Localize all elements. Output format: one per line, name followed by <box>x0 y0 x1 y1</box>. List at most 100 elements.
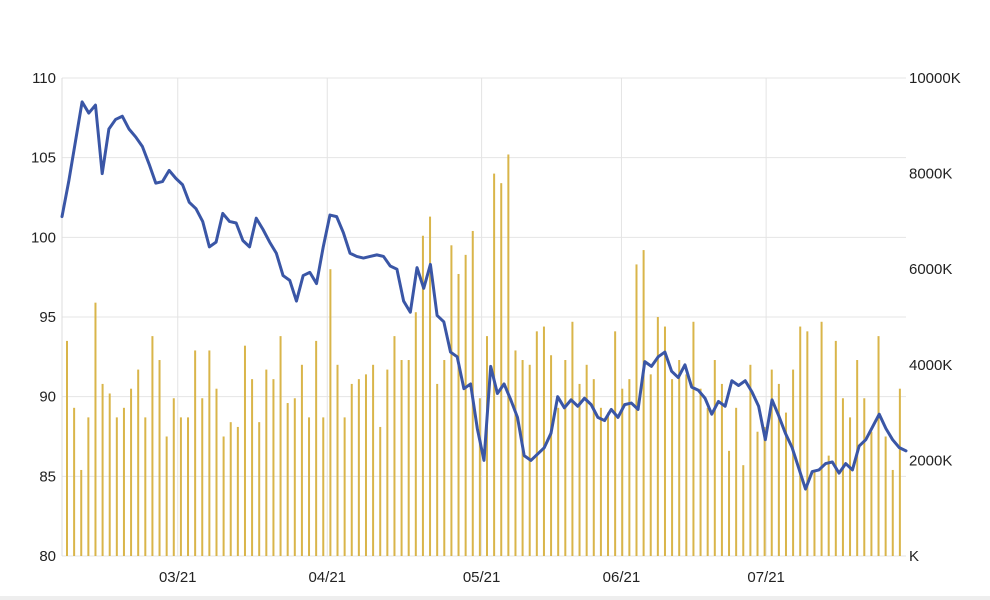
volume-bar <box>229 422 232 556</box>
volume-bar <box>735 407 738 556</box>
volume-bar <box>535 331 538 556</box>
volume-bar <box>101 383 104 556</box>
volume-bar <box>293 398 296 556</box>
right-tick-label: 2000K <box>909 452 952 469</box>
volume-bar <box>799 326 802 556</box>
volume-bar <box>898 388 901 556</box>
volume-bar <box>450 245 453 557</box>
volume-bar <box>806 331 809 556</box>
left-tick-label: 90 <box>39 389 56 406</box>
volume-bar <box>251 379 254 556</box>
price-line-path <box>60 100 908 491</box>
volume-bar <box>521 360 524 556</box>
volume-bar <box>870 431 873 556</box>
volume-bar <box>379 426 382 556</box>
volume-bar <box>571 321 574 556</box>
volume-bar <box>507 154 510 557</box>
volume-bar <box>243 345 246 556</box>
volume-bar <box>592 379 595 556</box>
volume-bar <box>336 364 339 556</box>
volume-bar <box>208 350 211 556</box>
volume-bar <box>820 321 823 556</box>
volume-bar <box>692 321 695 556</box>
volume-bars <box>66 154 901 557</box>
volume-bar <box>792 369 795 556</box>
volume-bar <box>201 398 204 556</box>
volume-bar <box>749 364 752 556</box>
x-tick-label: 03/21 <box>159 569 197 586</box>
volume-bar <box>436 383 439 556</box>
volume-bar <box>500 183 503 556</box>
volume-bar <box>329 269 332 556</box>
volume-bar <box>685 374 688 556</box>
volume-bar <box>66 340 68 556</box>
volume-bar <box>130 388 133 556</box>
volume-bar <box>585 364 588 556</box>
volume-bar <box>179 417 182 556</box>
left-tick-label: 80 <box>39 548 56 565</box>
volume-bar <box>165 436 168 556</box>
volume-bar <box>884 436 887 556</box>
volume-bar <box>464 254 467 557</box>
volume-bar <box>407 360 410 556</box>
volume-bar <box>115 417 118 556</box>
volume-bar <box>720 383 723 556</box>
right-tick-label: 4000K <box>909 357 952 374</box>
volume-bar <box>784 412 787 556</box>
right-y-axis: K 2000K 4000K 6000K 8000K 10000K <box>909 70 961 565</box>
volume-bar <box>343 417 346 556</box>
volume-bar <box>122 407 125 556</box>
volume-bar <box>478 398 481 556</box>
volume-bar <box>578 383 581 556</box>
volume-bar <box>187 417 190 556</box>
volume-bar <box>236 426 239 556</box>
volume-bar <box>357 379 360 556</box>
volume-bar <box>443 360 446 556</box>
right-tick-label: K <box>909 548 919 565</box>
volume-bar <box>628 379 631 556</box>
volume-bar <box>108 393 111 556</box>
left-y-axis: 80 85 90 95 100 105 110 <box>31 70 56 565</box>
volume-bar <box>777 383 780 556</box>
left-tick-label: 105 <box>31 150 56 167</box>
volume-bar <box>386 369 389 556</box>
volume-bar <box>742 465 745 556</box>
left-tick-label: 85 <box>39 468 56 485</box>
volume-bar <box>891 469 894 556</box>
price-line <box>60 100 908 491</box>
volume-bar <box>151 336 154 556</box>
volume-bar <box>308 417 311 556</box>
volume-bar <box>279 336 282 556</box>
volume-bar <box>421 235 424 557</box>
volume-bar <box>493 173 496 556</box>
volume-bar <box>144 417 147 556</box>
volume-bar <box>87 417 90 556</box>
volume-bar <box>258 422 261 556</box>
volume-bar <box>706 407 709 556</box>
volume-bar <box>599 407 602 556</box>
volume-bar <box>649 374 652 556</box>
volume-bar <box>728 450 731 556</box>
volume-bar <box>222 436 225 556</box>
volume-bar <box>621 388 624 556</box>
volume-bar <box>713 360 716 556</box>
volume-bar <box>877 336 880 556</box>
volume-bar <box>372 364 375 556</box>
volume-bar <box>172 398 175 556</box>
volume-bar <box>756 431 759 556</box>
volume-bar <box>827 455 830 556</box>
volume-bar <box>400 360 403 556</box>
x-tick-label: 06/21 <box>603 569 641 586</box>
volume-bar <box>834 340 837 556</box>
volume-bar <box>642 250 645 556</box>
volume-bar <box>813 469 816 556</box>
volume-bar <box>770 369 773 556</box>
volume-bar <box>671 379 674 556</box>
volume-bar <box>863 398 866 556</box>
volume-bar <box>656 317 659 556</box>
right-tick-label: 6000K <box>909 261 952 278</box>
volume-bar <box>322 417 325 556</box>
volume-bar <box>849 417 852 556</box>
volume-bar <box>158 360 161 556</box>
